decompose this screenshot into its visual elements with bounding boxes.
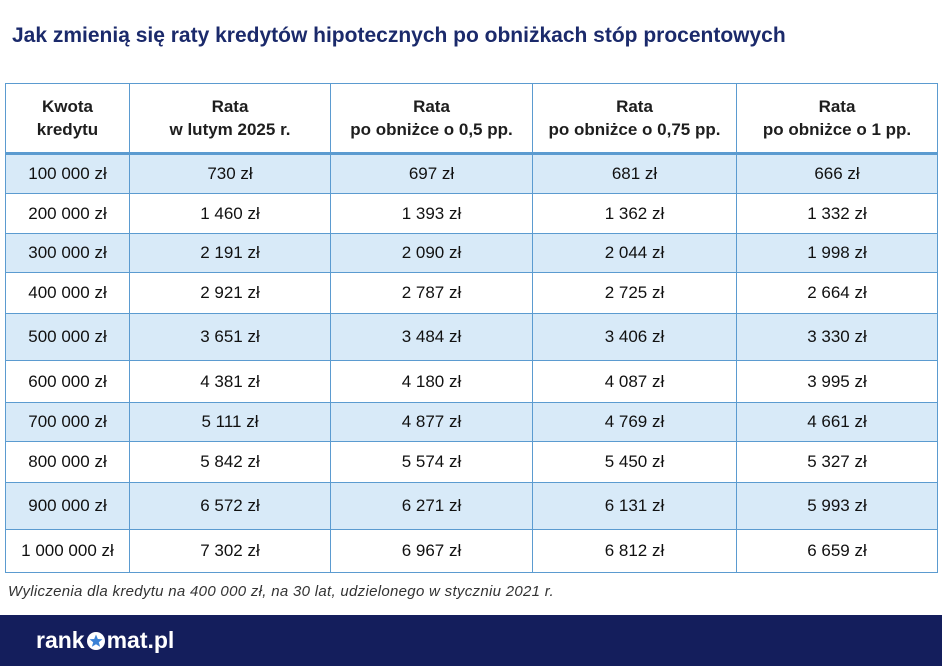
table-cell: 1 393 zł: [330, 193, 533, 234]
table-cell: 1 460 zł: [129, 193, 331, 234]
table-cell: 6 659 zł: [736, 529, 938, 573]
table-row: 200 000 zł 1 460 zł 1 393 zł 1 362 zł 1 332 …: [5, 193, 938, 234]
header-text: Kwota: [42, 97, 93, 116]
title: Jak zmienią się raty kredytów hipoteczny…: [12, 24, 786, 47]
table-row: 800 000 zł 5 842 zł 5 574 zł 5 450 zł 5 327 …: [5, 441, 938, 483]
table-cell: 7 302 zł: [129, 529, 331, 573]
header-text: po obniżce o 0,75 pp.: [548, 120, 721, 139]
table-cell: 500 000 zł: [5, 313, 130, 361]
logo-text: rank: [36, 627, 85, 653]
footer-bar: rank mat.pl: [0, 615, 942, 666]
table-cell: 3 406 zł: [532, 313, 737, 361]
table-cell: 666 zł: [736, 153, 938, 194]
table-cell: 2 044 zł: [532, 233, 737, 273]
header-text: Rata: [211, 97, 249, 116]
table-cell: 4 087 zł: [532, 360, 737, 403]
table-cell: 100 000 zł: [5, 153, 130, 194]
table-cell: 6 572 zł: [129, 482, 331, 530]
table-cell: 5 574 zł: [330, 441, 533, 483]
table-row: 700 000 zł 5 111 zł 4 877 zł 4 769 zł 4 661 …: [5, 402, 938, 442]
table-row: 400 000 zł 2 921 zł 2 787 zł 2 725 zł 2 664 …: [5, 272, 938, 314]
table-cell: 6 271 zł: [330, 482, 533, 530]
table-row: 900 000 zł 6 572 zł 6 271 zł 6 131 zł 5 993 …: [5, 482, 938, 530]
header-text: Rata: [616, 97, 653, 116]
table-cell: 2 664 zł: [736, 272, 938, 314]
table-cell: 2 191 zł: [129, 233, 331, 273]
rates-table: Kwota kredytu Rata w lutym 2025 r. Rata po ob…: [5, 83, 938, 573]
table-cell: 681 zł: [532, 153, 737, 194]
logo-icon: [86, 631, 105, 650]
table-cell: 4 381 zł: [129, 360, 331, 403]
header-cell: Rata w lutym 2025 r.: [129, 83, 331, 155]
header-row: Kwota kredytu Rata w lutym 2025 r. Rata po ob…: [5, 83, 938, 155]
table-cell: 600 000 zł: [5, 360, 130, 403]
logo-text: mat.pl: [106, 627, 175, 653]
header-text: po obniżce o 0,5 pp.: [350, 120, 513, 139]
table-cell: 6 967 zł: [330, 529, 533, 573]
header-text: kredytu: [36, 120, 99, 139]
table-cell: 800 000 zł: [5, 441, 130, 483]
table-cell: 5 111 zł: [129, 402, 331, 442]
header-cell: Rata po obniżce o 0,5 pp.: [330, 83, 533, 155]
header-cell: Kwota kredytu: [5, 83, 130, 155]
table-cell: 5 450 zł: [532, 441, 737, 483]
table-cell: 4 180 zł: [330, 360, 533, 403]
table-cell: 5 842 zł: [129, 441, 331, 483]
table-cell: 6 812 zł: [532, 529, 737, 573]
table-cell: 1 998 zł: [736, 233, 938, 273]
table-cell: 200 000 zł: [5, 193, 130, 234]
table-cell: 1 000 000 zł: [5, 529, 130, 573]
table-cell: 3 484 zł: [330, 313, 533, 361]
table-cell: 2 787 zł: [330, 272, 533, 314]
table-cell: 2 090 zł: [330, 233, 533, 273]
header-cell: Rata po obniżce o 0,75 pp.: [532, 83, 737, 155]
table-cell: 4 769 zł: [532, 402, 737, 442]
table-row: 500 000 zł 3 651 zł 3 484 zł 3 406 zł 3 330 …: [5, 313, 938, 361]
table-cell: 2 921 zł: [129, 272, 331, 314]
table-cell: 900 000 zł: [5, 482, 130, 530]
table-cell: 3 995 zł: [736, 360, 938, 403]
header-text: po obniżce o 1 pp.: [762, 120, 912, 139]
header-text: Rata: [413, 97, 450, 116]
table-cell: 3 330 zł: [736, 313, 938, 361]
table-row: 600 000 zł 4 381 zł 4 180 zł 4 087 zł 3 995 …: [5, 360, 938, 403]
header-text: Rata: [818, 97, 856, 116]
table-cell: 4 877 zł: [330, 402, 533, 442]
table-cell: 2 725 zł: [532, 272, 737, 314]
table-cell: 5 993 zł: [736, 482, 938, 530]
table-row: 100 000 zł 730 zł 697 zł 681 zł 666 zł: [5, 153, 938, 194]
table-cell: 400 000 zł: [5, 272, 130, 314]
table-body: 100 000 zł 730 zł 697 zł 681 zł 666 zł 200 00…: [5, 153, 938, 573]
table-cell: 700 000 zł: [5, 402, 130, 442]
table-cell: 730 zł: [129, 153, 331, 194]
table-cell: 697 zł: [330, 153, 533, 194]
table-cell: 1 332 zł: [736, 193, 938, 234]
table-cell: 300 000 zł: [5, 233, 130, 273]
footnote: Wyliczenia dla kredytu na 400 000 zł, na…: [8, 583, 554, 600]
header-cell: Rata po obniżce o 1 pp.: [736, 83, 938, 155]
table-cell: 4 661 zł: [736, 402, 938, 442]
table-row: 300 000 zł 2 191 zł 2 090 zł 2 044 zł 1 998 …: [5, 233, 938, 273]
header-text: w lutym 2025 r.: [169, 120, 291, 139]
table-cell: 6 131 zł: [532, 482, 737, 530]
table-cell: 5 327 zł: [736, 441, 938, 483]
logo: rank mat.pl: [36, 627, 174, 654]
table-cell: 3 651 zł: [129, 313, 331, 361]
table-cell: 1 362 zł: [532, 193, 737, 234]
table-row: 1 000 000 zł 7 302 zł 6 967 zł 6 812 zł 6 65…: [5, 529, 938, 573]
